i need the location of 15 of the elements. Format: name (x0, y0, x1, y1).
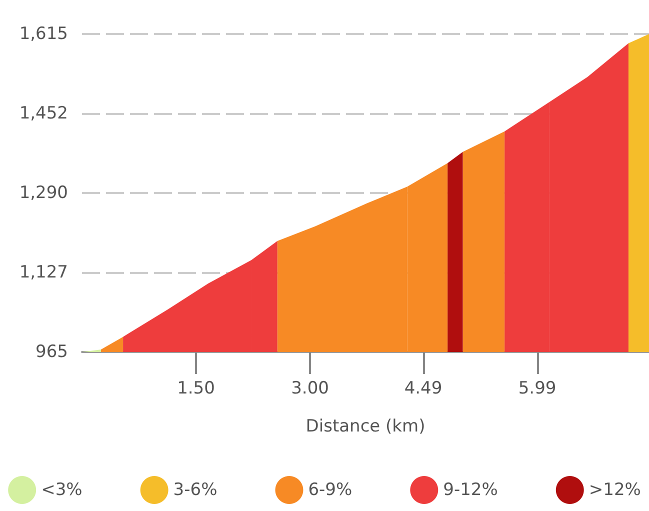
legend-label: 3-6% (173, 480, 218, 500)
legend-label: <3% (41, 480, 82, 500)
y-tick-label: 965 (36, 342, 68, 362)
y-tick-label: 1,452 (19, 104, 68, 124)
x-tick-label: 3.00 (291, 378, 329, 398)
x-tick-label: 1.50 (177, 378, 215, 398)
x-tick-label: 4.49 (404, 378, 442, 398)
x-axis-title: Distance (km) (306, 416, 426, 436)
y-tick-label: 1,290 (19, 183, 68, 203)
x-tick-label: 5.99 (518, 378, 556, 398)
legend-label: >12% (588, 480, 641, 500)
y-tick-label: 1,615 (19, 24, 68, 44)
legend-label: 9-12% (443, 480, 498, 500)
legend-label: 6-9% (308, 480, 352, 500)
y-tick-label: 1,127 (19, 262, 68, 283)
